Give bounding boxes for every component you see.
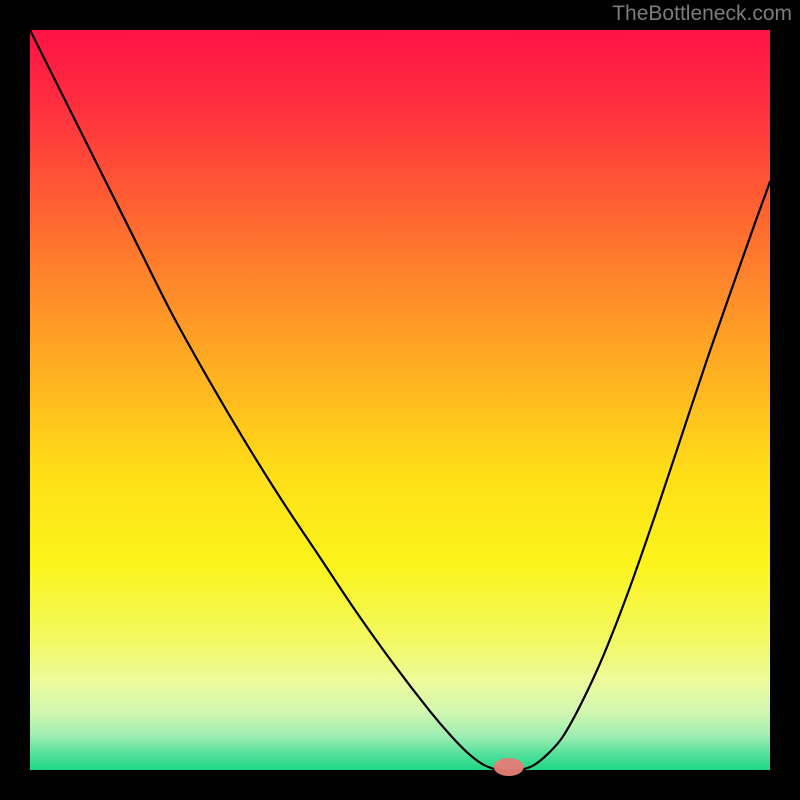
chart-root: TheBottleneck.com	[0, 0, 800, 800]
watermark-text: TheBottleneck.com	[612, 2, 792, 26]
optimal-point-marker	[494, 758, 524, 776]
plot-background	[30, 30, 770, 770]
bottleneck-chart	[0, 0, 800, 800]
